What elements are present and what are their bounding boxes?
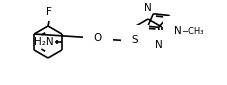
Text: N: N: [173, 26, 180, 36]
Text: N: N: [143, 3, 151, 13]
Text: O: O: [94, 33, 102, 44]
Text: −CH₃: −CH₃: [181, 27, 203, 36]
Text: H₂N: H₂N: [34, 37, 54, 47]
Text: F: F: [46, 7, 52, 17]
Text: N: N: [154, 40, 162, 50]
Text: S: S: [131, 35, 138, 45]
